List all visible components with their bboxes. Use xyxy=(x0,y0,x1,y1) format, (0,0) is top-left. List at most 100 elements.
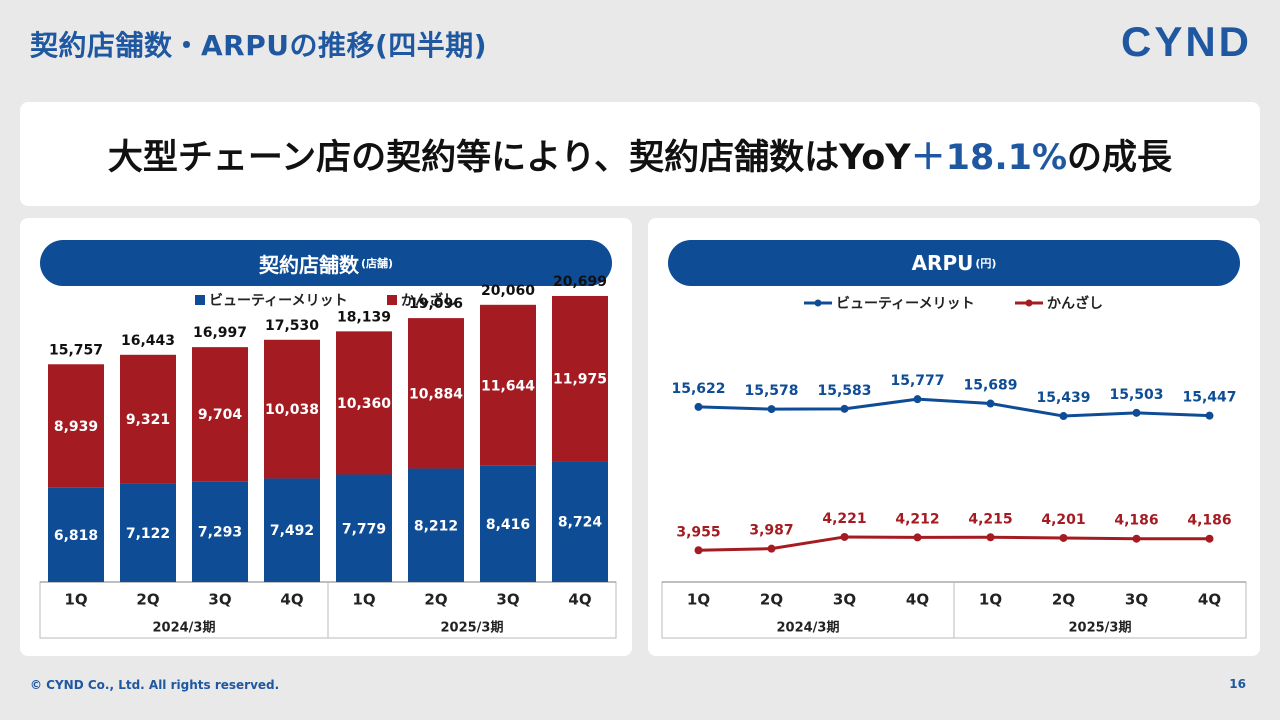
legend-label-kanzashi: かんざし xyxy=(1047,295,1103,312)
headline: 大型チェーン店の契約等により、契約店舗数はYoY＋18.1%の成長 xyxy=(108,129,1172,180)
data-label-beauty-merit: 15,583 xyxy=(817,383,871,399)
data-label-kanzashi: 4,221 xyxy=(822,511,866,527)
data-label-beauty-merit: 8,212 xyxy=(414,518,458,534)
store-count-title: 契約店舗数 (店舗) xyxy=(40,240,612,286)
data-label-beauty-merit: 6,818 xyxy=(54,528,98,544)
series-line-beauty-merit xyxy=(698,397,1210,418)
x-tick-label: 3Q xyxy=(833,591,856,609)
data-point-beauty-merit xyxy=(840,404,849,413)
data-label-total: 18,139 xyxy=(337,309,391,325)
x-tick-label: 1Q xyxy=(687,591,710,609)
x-tick-label: 2Q xyxy=(136,591,159,609)
data-point-beauty-merit xyxy=(1059,412,1068,421)
bar-beauty-merit xyxy=(264,478,320,582)
legend-marker-beauty-merit xyxy=(814,299,822,307)
x-tick-label: 2Q xyxy=(424,591,447,609)
data-point-beauty-merit xyxy=(986,399,995,408)
data-label-total: 16,997 xyxy=(193,325,247,341)
data-label-total: 17,530 xyxy=(265,318,319,334)
data-label-total: 19,096 xyxy=(409,296,463,312)
data-point-kanzashi xyxy=(1059,533,1068,542)
data-label-beauty-merit: 15,578 xyxy=(744,383,798,399)
data-label-kanzashi: 8,939 xyxy=(54,419,98,435)
data-point-kanzashi xyxy=(694,546,703,555)
bar-beauty-merit xyxy=(120,483,176,582)
copyright: © CYND Co., Ltd. All rights reserved. xyxy=(30,678,280,692)
data-label-beauty-merit: 8,416 xyxy=(486,517,530,533)
bar-kanzashi xyxy=(480,304,536,466)
data-point-kanzashi xyxy=(840,532,849,541)
x-tick-label: 1Q xyxy=(979,591,1002,609)
data-point-beauty-merit xyxy=(1205,411,1214,420)
data-point-kanzashi xyxy=(986,533,995,542)
data-label-kanzashi: 9,321 xyxy=(126,412,170,428)
legend-marker-kanzashi xyxy=(1025,299,1033,307)
data-point-beauty-merit xyxy=(767,405,776,414)
x-group-label: 2024/3期 xyxy=(777,621,840,636)
x-tick-label: 2Q xyxy=(1052,591,1075,609)
headline-suffix: の成長 xyxy=(1067,137,1173,178)
data-label-beauty-merit: 7,122 xyxy=(126,526,170,542)
headline-highlight: ＋18.1% xyxy=(910,137,1068,178)
data-label-beauty-merit: 15,622 xyxy=(671,381,725,397)
legend-label-kanzashi: かんざし xyxy=(401,292,457,309)
data-label-beauty-merit: 15,689 xyxy=(963,378,1017,394)
arpu-title: ARPU (円) xyxy=(668,240,1240,286)
x-tick-label: 4Q xyxy=(280,591,303,609)
store-count-panel: 契約店舗数 (店舗) 1Q 2Q 3Q 4Q 1Q 2Q 3Q 4Q 2024/3期 2025/3期… xyxy=(20,218,632,656)
data-label-total: 16,443 xyxy=(121,333,175,349)
data-label-beauty-merit: 8,724 xyxy=(558,515,603,531)
company-logo: CYND xyxy=(1120,18,1252,65)
data-label-total: 20,060 xyxy=(481,283,535,299)
bar-kanzashi xyxy=(264,339,320,479)
data-label-kanzashi: 4,201 xyxy=(1041,512,1085,528)
data-point-beauty-merit xyxy=(694,402,703,411)
arpu-panel: ARPU (円) 1Q 2Q 3Q 4Q 1Q 2Q 3Q 4Q 2024/3期 2025/3期 ビュ… xyxy=(648,218,1260,656)
x-tick-label: 3Q xyxy=(496,591,519,609)
x-tick-label: 4Q xyxy=(568,591,591,609)
page-title: 契約店舗数・ARPUの推移(四半期) xyxy=(30,29,488,62)
data-point-kanzashi xyxy=(1205,534,1214,543)
bar-beauty-merit xyxy=(336,474,392,582)
data-label-beauty-merit: 7,779 xyxy=(342,521,386,537)
arpu-chart: 1Q 2Q 3Q 4Q 1Q 2Q 3Q 4Q 2024/3期 2025/3期 ビューティーメリット… xyxy=(661,295,1247,639)
headline-box: 大型チェーン店の契約等により、契約店舗数はYoY＋18.1%の成長 xyxy=(20,102,1260,206)
bar-kanzashi xyxy=(120,354,176,484)
store-count-unit: (店舗) xyxy=(360,257,394,270)
data-label-kanzashi: 4,215 xyxy=(968,511,1012,527)
headline-prefix: 大型チェーン店の契約等により、契約店舗数はYoY xyxy=(107,137,911,178)
data-label-kanzashi: 11,975 xyxy=(553,372,607,388)
data-point-kanzashi xyxy=(1132,534,1141,543)
bar-kanzashi xyxy=(552,295,608,462)
arpu-unit: (円) xyxy=(975,257,997,270)
data-point-kanzashi xyxy=(767,544,776,553)
legend-swatch-kanzashi xyxy=(387,295,397,305)
data-label-total: 20,699 xyxy=(553,274,607,290)
data-label-beauty-merit: 15,777 xyxy=(890,373,944,389)
data-label-kanzashi: 10,884 xyxy=(409,386,463,402)
x-group-label: 2025/3期 xyxy=(441,621,504,636)
bar-beauty-merit xyxy=(408,468,464,582)
data-label-beauty-merit: 7,492 xyxy=(270,523,314,539)
bar-beauty-merit xyxy=(552,461,608,582)
legend-swatch-beauty-merit xyxy=(195,295,205,305)
data-label-kanzashi: 11,644 xyxy=(481,378,535,394)
data-label-beauty-merit: 15,447 xyxy=(1182,390,1236,406)
data-label-beauty-merit: 15,503 xyxy=(1109,387,1163,403)
data-label-total: 15,757 xyxy=(49,342,103,358)
data-point-beauty-merit xyxy=(913,395,922,404)
data-label-beauty-merit: 15,439 xyxy=(1036,390,1090,406)
data-label-beauty-merit: 7,293 xyxy=(198,525,242,541)
data-label-kanzashi: 4,186 xyxy=(1187,513,1231,529)
arpu-title-text: ARPU xyxy=(911,251,974,275)
data-label-kanzashi: 3,987 xyxy=(749,523,793,539)
x-tick-label: 2Q xyxy=(760,591,783,609)
legend-label-beauty-merit: ビューティーメリット xyxy=(209,293,348,309)
x-tick-label: 1Q xyxy=(352,591,375,609)
page-number: 16 xyxy=(1229,677,1246,691)
bar-kanzashi xyxy=(192,347,248,482)
bar-kanzashi xyxy=(408,318,464,469)
x-group-label: 2024/3期 xyxy=(153,621,216,636)
data-point-beauty-merit xyxy=(1132,408,1141,417)
x-tick-label: 4Q xyxy=(906,591,929,609)
